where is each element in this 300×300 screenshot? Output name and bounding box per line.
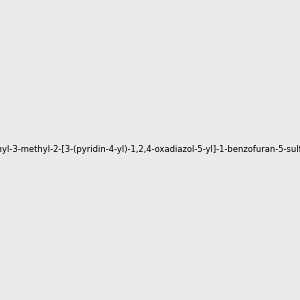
Text: N,N-diethyl-3-methyl-2-[3-(pyridin-4-yl)-1,2,4-oxadiazol-5-yl]-1-benzofuran-5-su: N,N-diethyl-3-methyl-2-[3-(pyridin-4-yl)… [0,146,300,154]
